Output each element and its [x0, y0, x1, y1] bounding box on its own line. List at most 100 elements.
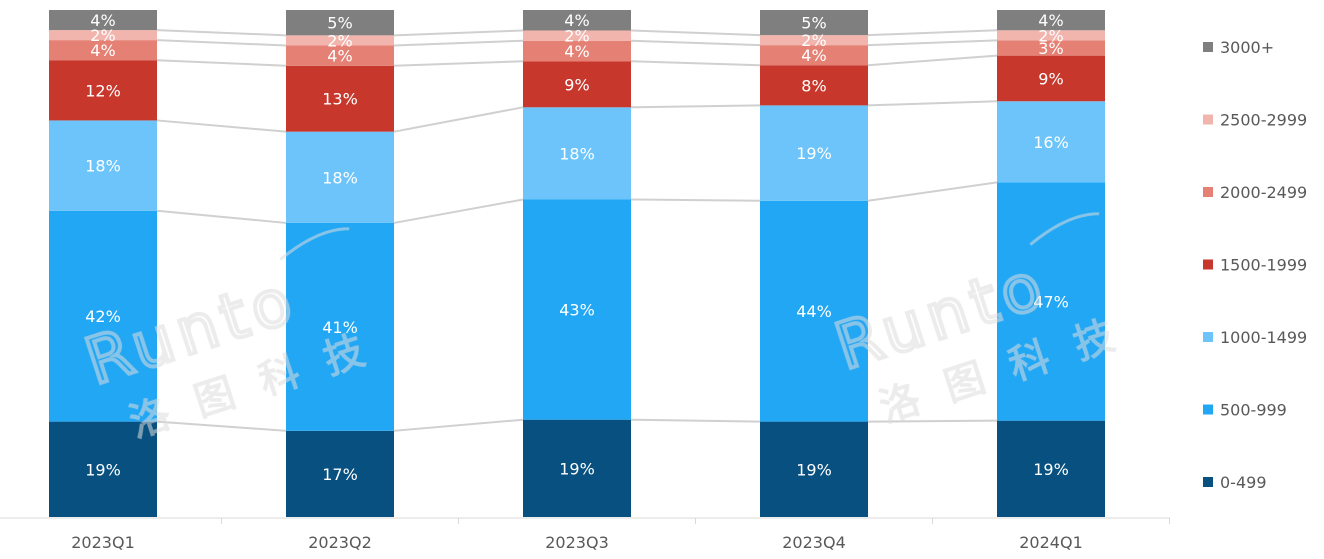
connector-line — [156, 29, 287, 37]
data-label-1500-1999-2023Q3: 9% — [564, 75, 589, 94]
bar-3000+-2023Q4 — [760, 10, 868, 36]
data-label-1000-1499-2023Q3: 18% — [559, 144, 595, 163]
legend-item-0-499: 0-499 — [1203, 473, 1267, 492]
bars — [49, 10, 1105, 517]
bar-1000-1499-2023Q2 — [286, 131, 394, 223]
data-label-0-499-2023Q2: 17% — [322, 465, 358, 484]
x-tick-label: 2023Q1 — [71, 533, 135, 552]
bar-2000-2499-2023Q1 — [49, 40, 157, 61]
data-label-0-499-2024Q1: 19% — [1033, 460, 1069, 479]
bar-1000-1499-2024Q1 — [997, 101, 1105, 183]
connector-line — [156, 209, 287, 224]
data-label-0-499-2023Q3: 19% — [559, 459, 595, 478]
data-label-1000-1499-2023Q1: 18% — [85, 157, 121, 176]
data-label-2500-2999-2023Q4: 2% — [801, 31, 826, 50]
data-label-1500-1999-2024Q1: 9% — [1038, 69, 1063, 88]
data-label-1000-1499-2023Q2: 18% — [322, 168, 358, 187]
bar-1500-1999-2023Q3 — [523, 61, 631, 108]
x-tick-label: 2024Q1 — [1019, 533, 1083, 552]
bar-500-999-2023Q3 — [523, 199, 631, 420]
connector-line — [630, 198, 761, 202]
data-label-1000-1499-2023Q4: 19% — [796, 144, 832, 163]
bar-3000+-2024Q1 — [997, 10, 1105, 31]
data-label-2000-2499-2023Q2: 4% — [327, 47, 352, 66]
bar-0-499-2024Q1 — [997, 420, 1105, 517]
bar-1500-1999-2023Q4 — [760, 65, 868, 106]
connector-line — [630, 104, 761, 109]
legend: 3000+ 2500-2999 2000-2499 1500-1999 1000-149… — [1203, 38, 1307, 492]
legend-swatch — [1203, 404, 1213, 415]
legend-item-2000-2499: 2000-2499 — [1203, 183, 1307, 202]
data-label-2000-2499-2023Q1: 4% — [90, 41, 115, 60]
bar-2000-2499-2023Q2 — [286, 45, 394, 66]
data-label-3000+-2023Q4: 5% — [801, 14, 826, 33]
data-label-500-999-2023Q3: 43% — [559, 301, 595, 320]
watermark-swoosh — [1029, 212, 1100, 246]
connector-line — [867, 29, 998, 37]
x-axis: 2023Q1 2023Q2 2023Q3 2023Q4 2024Q1 — [0, 517, 1170, 552]
connector-line — [867, 54, 998, 67]
data-label-2500-2999-2023Q1: 2% — [90, 26, 115, 45]
watermark-swoosh — [279, 227, 350, 261]
connector-line — [393, 198, 524, 224]
connector-line — [867, 181, 998, 202]
legend-item-500-999: 500-999 — [1203, 401, 1287, 420]
bar-2500-2999-2023Q1 — [49, 30, 157, 41]
bar-2000-2499-2023Q3 — [523, 40, 631, 62]
data-label-3000+-2024Q1: 4% — [1038, 11, 1063, 30]
connector-line — [630, 29, 761, 37]
connector-line — [393, 418, 524, 432]
bar-1500-1999-2023Q1 — [49, 60, 157, 121]
bar-1000-1499-2023Q4 — [760, 105, 868, 201]
legend-item-2500-2999: 2500-2999 — [1203, 111, 1307, 130]
data-label-500-999-2023Q2: 41% — [322, 318, 358, 337]
legend-swatch — [1203, 42, 1213, 52]
connector-line — [630, 39, 761, 47]
connector-line — [867, 100, 998, 107]
data-label-0-499-2023Q4: 19% — [796, 460, 832, 479]
legend-item-1500-1999: 1500-1999 — [1203, 256, 1307, 275]
data-label-1500-1999-2023Q1: 12% — [85, 81, 121, 100]
connector-line — [393, 29, 524, 37]
connector-line — [156, 119, 287, 133]
bar-500-999-2023Q4 — [760, 200, 868, 422]
connector-lines — [156, 29, 998, 432]
legend-label: 1500-1999 — [1220, 256, 1307, 275]
data-label-2000-2499-2023Q4: 4% — [801, 46, 826, 65]
data-label-2000-2499-2023Q3: 4% — [564, 42, 589, 61]
connector-line — [393, 39, 524, 47]
bar-1500-1999-2024Q1 — [997, 55, 1105, 102]
bar-0-499-2023Q1 — [49, 421, 157, 517]
legend-label: 2500-2999 — [1220, 111, 1307, 130]
bar-3000+-2023Q3 — [523, 10, 631, 31]
bar-2500-2999-2023Q4 — [760, 35, 868, 46]
bar-3000+-2023Q1 — [49, 10, 157, 31]
legend-item-1000-1499: 1000-1499 — [1203, 328, 1307, 347]
legend-label: 3000+ — [1220, 38, 1274, 57]
legend-label: 0-499 — [1220, 473, 1267, 492]
connector-line — [156, 39, 287, 47]
legend-swatch — [1203, 477, 1213, 487]
connector-line — [393, 60, 524, 67]
data-label-500-999-2023Q4: 44% — [796, 302, 832, 321]
data-label-500-999-2023Q1: 42% — [85, 307, 121, 326]
legend-swatch — [1203, 187, 1213, 197]
connector-line — [156, 420, 287, 432]
legend-swatch — [1203, 114, 1213, 125]
data-label-3000+-2023Q3: 4% — [564, 11, 589, 30]
data-label-2500-2999-2023Q3: 2% — [564, 27, 589, 46]
bar-2500-2999-2024Q1 — [997, 30, 1105, 41]
data-label-3000+-2023Q1: 4% — [90, 11, 115, 30]
data-label-1000-1499-2024Q1: 16% — [1033, 133, 1069, 152]
connector-line — [393, 106, 524, 133]
bar-1500-1999-2023Q2 — [286, 65, 394, 132]
legend-swatch — [1203, 332, 1213, 342]
connector-line — [630, 418, 761, 423]
bar-2000-2499-2023Q4 — [760, 45, 868, 66]
bar-1000-1499-2023Q1 — [49, 120, 157, 211]
legend-label: 2000-2499 — [1220, 183, 1307, 202]
data-label-1500-1999-2023Q4: 8% — [801, 76, 826, 95]
bar-3000+-2023Q2 — [286, 10, 394, 36]
data-label-1500-1999-2023Q2: 13% — [322, 90, 358, 109]
